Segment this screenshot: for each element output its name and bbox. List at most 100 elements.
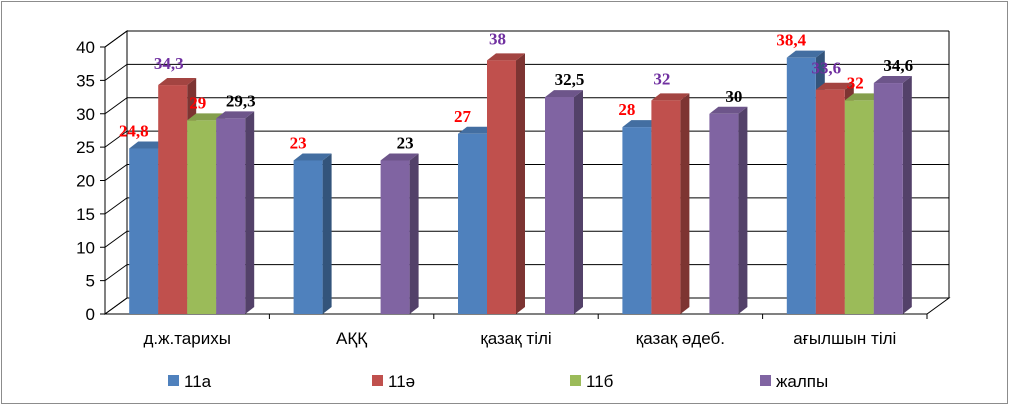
legend-label: 11а	[184, 372, 212, 391]
bar-top	[129, 141, 168, 149]
data-label: 23	[397, 133, 414, 152]
data-label: 33,6	[811, 59, 841, 78]
data-label: 38,4	[776, 31, 806, 50]
bar-side	[516, 53, 525, 314]
bar-side	[574, 90, 583, 314]
category-label: қазақ әдеб.	[636, 329, 725, 348]
bar-side	[738, 106, 748, 314]
legend-swatch	[372, 375, 383, 386]
legend-swatch	[570, 375, 581, 386]
y-tick-label: 5	[86, 272, 95, 291]
legend-item-11ә: 11ә	[372, 372, 415, 391]
y-tick-label: 40	[76, 38, 95, 57]
bar-top	[187, 113, 226, 121]
y-tick-label: 30	[76, 105, 95, 124]
bar-top	[786, 50, 825, 58]
legend-swatch	[168, 375, 179, 386]
legend-label: 11б	[586, 372, 614, 391]
data-label: 32,5	[555, 70, 585, 89]
bar-front	[458, 133, 487, 314]
data-label: 27	[454, 107, 472, 126]
data-label: 23	[290, 133, 307, 152]
category-label: қазақ тілі	[480, 329, 551, 348]
bar-side	[409, 153, 419, 314]
gridline-side	[104, 97, 128, 115]
bar-side	[322, 153, 332, 314]
bar-front	[380, 160, 410, 314]
gridline-side	[104, 63, 128, 81]
data-label: 29	[189, 93, 206, 112]
data-label: 24,8	[119, 121, 149, 140]
bar-front	[129, 148, 159, 314]
bar-front	[815, 89, 845, 314]
bar-top	[815, 82, 854, 90]
bar-top	[651, 93, 690, 101]
gridline-side	[104, 30, 128, 48]
bar-front	[187, 120, 217, 314]
bar-top	[216, 111, 255, 119]
bar-front	[293, 160, 323, 314]
gridline-side	[104, 264, 128, 282]
bar-front	[487, 60, 516, 314]
legend-item-11а: 11а	[168, 372, 212, 391]
bar-top	[293, 153, 332, 161]
gridline-side	[104, 164, 128, 181]
bar-11а-1	[293, 153, 332, 314]
y-tick-label: 25	[76, 138, 95, 157]
data-label: 34,3	[154, 54, 184, 73]
data-label: 32	[653, 69, 670, 88]
bar-front	[786, 57, 816, 315]
legend-item-жалпы: жалпы	[760, 372, 828, 391]
bar-side	[902, 76, 912, 314]
category-label: АҚҚ	[336, 329, 367, 348]
category-label: ағылшын тілі	[793, 329, 896, 348]
bar-top	[622, 120, 661, 128]
bar-front	[216, 118, 246, 314]
legend-label: 11ә	[388, 372, 415, 391]
bar-front	[844, 100, 874, 315]
bar-top	[844, 93, 883, 101]
legend-item-11б: 11б	[570, 372, 614, 391]
bar-front	[873, 83, 903, 314]
bar-front	[622, 127, 652, 314]
data-label: 34,6	[883, 56, 913, 75]
bar-11ә-2	[487, 53, 525, 314]
bar-top	[458, 126, 496, 134]
y-tick-label: 35	[76, 71, 95, 90]
data-label: 38	[489, 29, 506, 48]
y-tick-label: 20	[76, 172, 95, 191]
category-label: д.ж.тарихы	[143, 329, 230, 348]
bar-side	[680, 93, 690, 315]
bar-front	[709, 113, 739, 314]
legend-swatch	[760, 375, 771, 386]
y-tick-label: 10	[76, 238, 95, 257]
data-label: 29,3	[226, 91, 256, 110]
bar-top	[158, 78, 197, 86]
bar-top	[380, 153, 419, 161]
bar-front	[651, 100, 681, 315]
legend-label: жалпы	[776, 372, 828, 391]
bar-жалпы-2	[545, 90, 583, 314]
gridline-side	[104, 230, 128, 248]
bar-top	[545, 90, 583, 98]
bar-жалпы-1	[380, 153, 419, 314]
bar-top	[873, 76, 912, 84]
bar-жалпы-3	[709, 106, 748, 314]
bar-жалпы-0	[216, 111, 255, 314]
bar-front	[158, 85, 188, 314]
bar-front	[545, 97, 574, 314]
data-label: 30	[725, 87, 742, 106]
bar-side	[245, 111, 255, 314]
y-tick-label: 15	[76, 205, 95, 224]
y-tick-label: 0	[86, 305, 95, 324]
bar-11ә-3	[651, 93, 690, 315]
data-label: 28	[618, 100, 635, 119]
bar-жалпы-4	[873, 76, 912, 314]
data-label: 32	[847, 73, 864, 92]
bar-top	[487, 53, 525, 61]
gridline-side	[104, 130, 128, 148]
bar-top	[709, 106, 748, 114]
gridline-side	[104, 197, 128, 215]
